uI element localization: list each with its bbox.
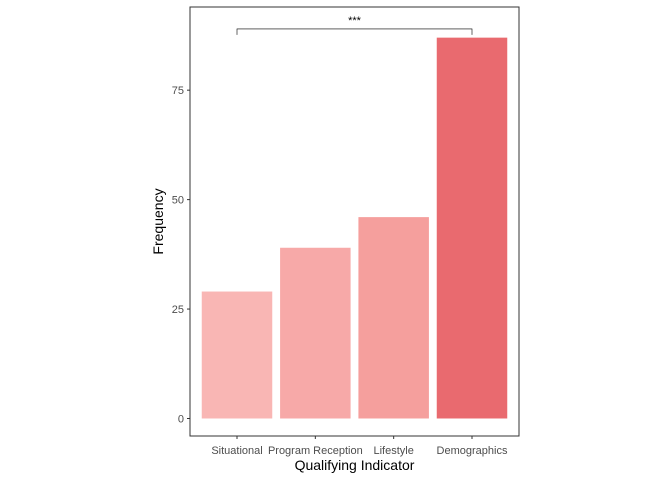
significance-bracket: *** bbox=[236, 15, 473, 35]
x-tick-label: Program Reception bbox=[268, 445, 363, 457]
y-tick-label: 25 bbox=[172, 304, 184, 316]
x-axis-title: Qualifying Indicator bbox=[295, 457, 415, 473]
bars-layer bbox=[201, 37, 508, 419]
bar-demographics bbox=[436, 37, 508, 419]
bar-program-reception bbox=[280, 247, 351, 419]
y-tick-label: 50 bbox=[172, 195, 184, 207]
x-tick-label: Lifestyle bbox=[373, 445, 413, 457]
y-tick-label: 75 bbox=[172, 85, 184, 97]
bar-lifestyle bbox=[358, 217, 429, 419]
y-axis-title: Frequency bbox=[150, 188, 166, 254]
x-tick-label: Demographics bbox=[437, 445, 508, 457]
y-tick-label: 0 bbox=[178, 413, 184, 425]
plot-panel-border bbox=[189, 6, 520, 437]
x-axis: Situational Program Reception Lifestyle Dem… bbox=[211, 436, 508, 457]
y-axis: 0 25 50 75 bbox=[172, 85, 190, 425]
x-tick-label: Situational bbox=[211, 445, 262, 457]
bar-situational bbox=[201, 291, 273, 419]
significance-label: *** bbox=[348, 15, 362, 27]
significance-bracket-line bbox=[236, 28, 473, 35]
